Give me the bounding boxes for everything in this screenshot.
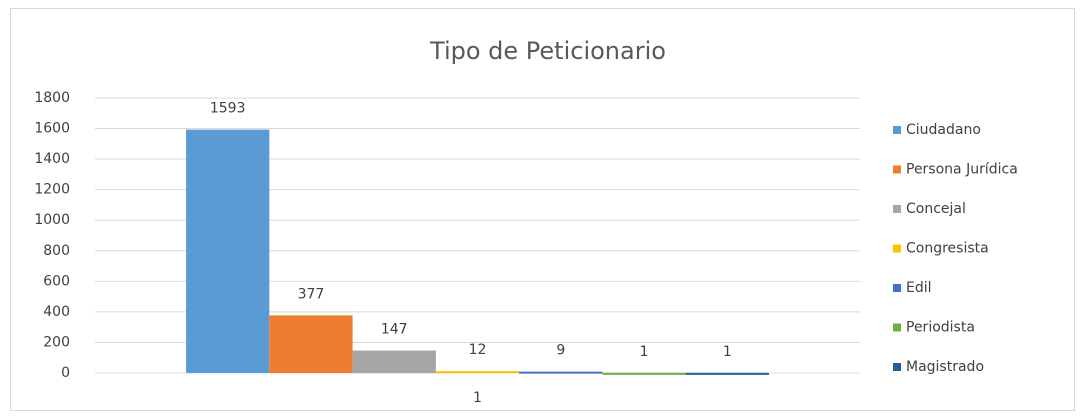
value-label: 377	[298, 286, 325, 302]
legend-label: Magistrado	[906, 359, 984, 375]
bar	[519, 371, 603, 374]
bar	[269, 315, 353, 373]
legend-swatch	[893, 323, 901, 332]
chart-title: Tipo de Peticionario	[429, 37, 666, 65]
value-label: 9	[556, 343, 565, 359]
legend-label: Ciudadano	[906, 122, 981, 138]
legend-swatch	[893, 126, 901, 134]
y-tick-label: 1000	[34, 212, 70, 228]
bar	[352, 350, 436, 373]
legend-label: Edil	[906, 280, 932, 296]
y-tick-label: 0	[61, 365, 70, 381]
legend-label: Periodista	[906, 320, 975, 336]
legend-swatch	[893, 244, 901, 253]
bar	[685, 372, 769, 375]
legend-swatch	[893, 165, 901, 174]
legend-swatch	[893, 205, 901, 213]
x-tick-label: 1	[473, 390, 482, 406]
bar	[186, 129, 270, 373]
legend-label: Persona Jurídica	[906, 162, 1018, 178]
bar	[435, 371, 520, 374]
value-label: 12	[469, 342, 487, 358]
y-tick-label: 1400	[34, 151, 70, 167]
value-label: 1593	[210, 101, 246, 117]
legend-swatch	[893, 363, 901, 371]
legend-label: Congresista	[906, 241, 989, 257]
value-label: 147	[381, 322, 408, 338]
bar	[602, 372, 686, 375]
y-tick-label: 800	[43, 243, 70, 259]
legend-swatch	[893, 284, 901, 292]
y-tick-label: 600	[43, 273, 70, 289]
y-tick-label: 200	[43, 334, 70, 350]
y-tick-label: 1200	[34, 182, 70, 198]
y-tick-label: 400	[43, 304, 70, 320]
value-label: 1	[640, 344, 649, 360]
value-label: 1	[723, 344, 732, 360]
y-tick-label: 1600	[34, 121, 70, 137]
y-tick-label: 1800	[34, 90, 70, 106]
legend-label: Concejal	[906, 201, 966, 217]
